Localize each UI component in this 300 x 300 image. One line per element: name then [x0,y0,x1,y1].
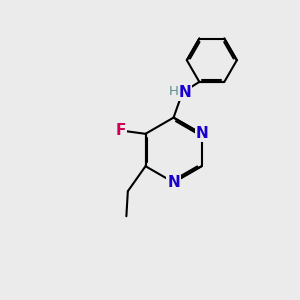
Text: N: N [167,176,180,190]
Text: N: N [179,85,192,100]
Text: H: H [169,85,179,98]
Text: N: N [196,126,208,141]
Text: F: F [116,123,126,138]
